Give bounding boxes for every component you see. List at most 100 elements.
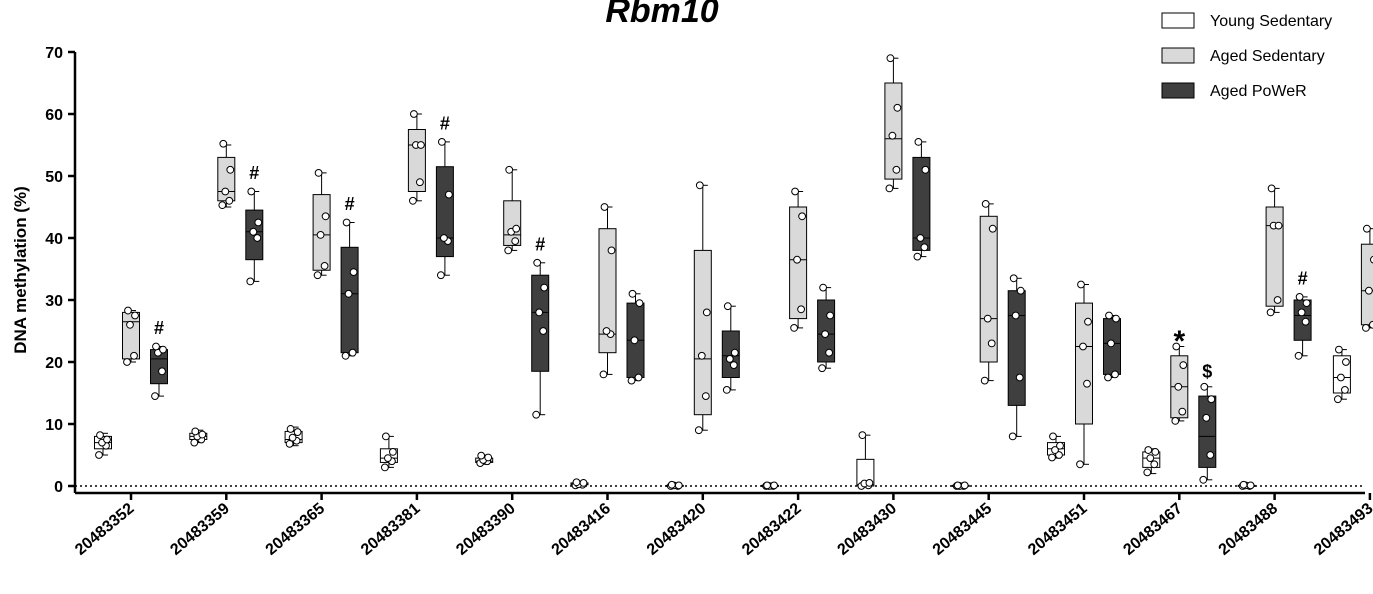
- data-point: [1079, 342, 1087, 351]
- data-point: [695, 181, 704, 190]
- data-point: [1011, 311, 1020, 320]
- x-tick-label: 20483381: [358, 500, 424, 559]
- data-point: [1174, 382, 1183, 391]
- data-point: [770, 481, 778, 490]
- box-body: [598, 228, 617, 354]
- plot-area: # # # # # * $ #: [94, 54, 1373, 490]
- data-point: [288, 433, 297, 442]
- data-point: [790, 324, 798, 332]
- data-point: [477, 451, 486, 460]
- data-point: [960, 481, 969, 490]
- data-point: [409, 196, 417, 205]
- data-point: [1362, 324, 1370, 332]
- data-point: [342, 218, 351, 227]
- data-point: [1200, 382, 1209, 391]
- data-point: [628, 289, 637, 298]
- data-point: [410, 110, 418, 118]
- data-point: [535, 308, 544, 317]
- data-point: [1172, 342, 1181, 351]
- data-point: [1207, 395, 1216, 404]
- data-point: [1084, 317, 1092, 326]
- data-point: [1273, 296, 1282, 304]
- data-point: [1239, 480, 1248, 489]
- box-group: [94, 431, 112, 459]
- data-point: [1146, 454, 1155, 463]
- data-point: [511, 237, 520, 246]
- data-point: [1107, 339, 1115, 348]
- data-point: [1342, 358, 1350, 366]
- data-point: [198, 430, 207, 439]
- data-point: [798, 212, 806, 221]
- data-point: [320, 262, 329, 270]
- data-point: [825, 348, 833, 357]
- data-point: [1055, 451, 1063, 459]
- data-point: [1008, 432, 1017, 441]
- y-tick-label: 10: [45, 417, 63, 434]
- data-point: [1048, 453, 1056, 462]
- box-group: [340, 218, 359, 360]
- data-point: [572, 478, 581, 487]
- data-point: [103, 435, 111, 444]
- box-group: [407, 110, 426, 205]
- legend-label: Young Sedentary: [1210, 13, 1332, 30]
- box-body: [1007, 290, 1026, 406]
- data-point: [1202, 413, 1211, 422]
- box-group: [761, 481, 780, 490]
- y-tick-label: 50: [45, 169, 63, 186]
- data-point: [634, 373, 643, 382]
- box-group: [312, 169, 331, 280]
- data-point: [1178, 407, 1187, 416]
- data-point: [130, 351, 138, 360]
- data-point: [225, 196, 234, 205]
- x-tick-label: 20483488: [1216, 500, 1282, 559]
- data-point: [285, 439, 294, 448]
- data-point: [793, 255, 801, 264]
- data-point: [1151, 448, 1160, 456]
- data-point: [1076, 460, 1084, 469]
- data-point: [983, 314, 992, 323]
- data-point: [791, 187, 799, 196]
- data-point: [314, 169, 323, 177]
- x-tick-label: 20483422: [739, 500, 805, 559]
- box-group: [1170, 342, 1189, 425]
- data-point: [627, 376, 636, 385]
- significance-annotation: #: [154, 318, 164, 338]
- data-point: [1009, 274, 1018, 283]
- significance-annotation: #: [1298, 269, 1308, 289]
- data-point: [579, 479, 588, 487]
- data-point: [253, 234, 262, 242]
- box-body: [531, 274, 550, 372]
- data-point: [921, 165, 930, 174]
- box-body: [912, 156, 931, 251]
- data-point: [348, 348, 357, 357]
- data-point: [1370, 255, 1373, 264]
- data-point: [1077, 280, 1085, 289]
- data-point: [540, 283, 549, 292]
- data-point: [533, 258, 542, 267]
- x-tick-label: 20483430: [835, 500, 901, 559]
- legend-swatch: [1161, 47, 1195, 64]
- x-tick-label: 20483365: [263, 500, 329, 559]
- data-point: [96, 431, 104, 440]
- data-point: [920, 243, 929, 252]
- x-tick-label: 20483420: [644, 500, 710, 559]
- data-point: [1337, 373, 1345, 382]
- x-tick-label: 20483359: [167, 500, 233, 559]
- box-group: [503, 165, 522, 255]
- legend: Young Sedentary Aged Sedentary Aged PoWeR: [1161, 12, 1332, 100]
- box-group: [626, 289, 645, 385]
- box-group: [217, 139, 236, 210]
- data-point: [512, 224, 521, 233]
- data-point: [730, 348, 739, 357]
- data-point: [697, 351, 706, 360]
- box-group: [598, 203, 617, 379]
- data-point: [667, 480, 676, 489]
- data-point: [630, 336, 639, 345]
- legend-label: Aged Sedentary: [1210, 48, 1325, 65]
- data-point: [913, 252, 922, 261]
- box-group: [245, 187, 264, 286]
- legend-swatch: [1161, 82, 1195, 99]
- data-point: [953, 481, 962, 490]
- data-point: [158, 367, 166, 376]
- data-point: [674, 481, 683, 490]
